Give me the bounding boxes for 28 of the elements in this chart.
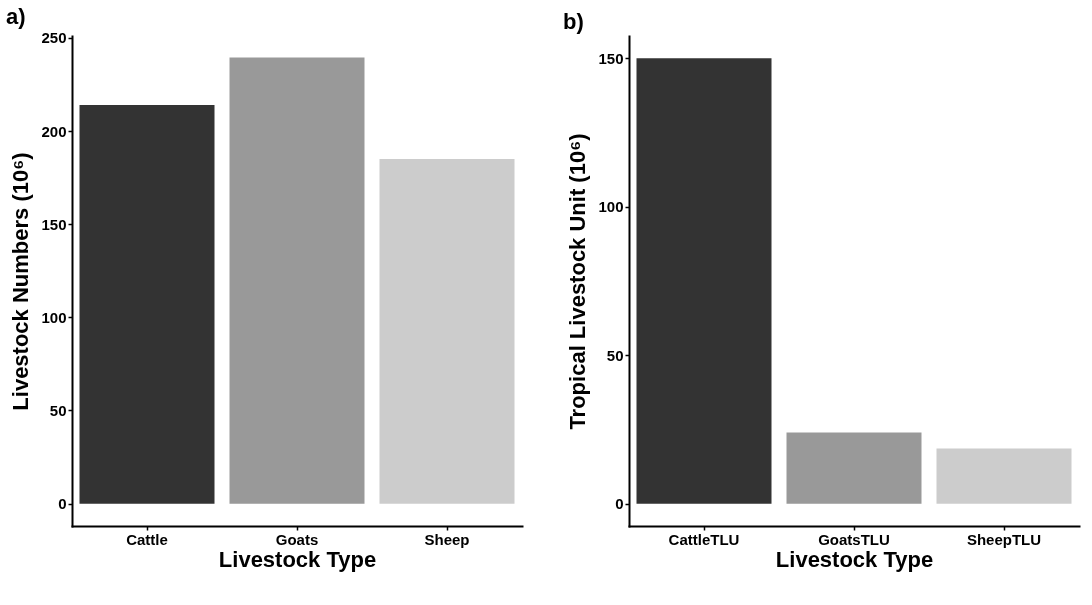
bar <box>79 104 215 504</box>
x-axis-title: Livestock Type <box>218 546 377 572</box>
bar <box>636 58 772 504</box>
bar <box>229 57 365 504</box>
x-tick-label: Sheep <box>424 530 470 548</box>
y-tick-label: 0 <box>58 495 67 513</box>
y-tick-label: 200 <box>41 122 67 140</box>
bar <box>379 158 515 504</box>
y-tick-label: 250 <box>41 29 67 47</box>
x-tick-label: SheepTLU <box>966 530 1042 548</box>
y-axis-title: Livestock Numbers (10⁶) <box>8 152 34 411</box>
y-tick-label: 150 <box>598 49 624 67</box>
y-tick-label: 50 <box>49 401 67 419</box>
chart-title: b) <box>562 9 584 34</box>
bar <box>786 432 922 504</box>
x-axis-title: Livestock Type <box>775 546 934 572</box>
y-tick-label: 0 <box>615 495 624 513</box>
x-tick-label: Cattle <box>126 530 168 548</box>
bar <box>936 448 1072 504</box>
x-tick-label: CattleTLU <box>668 530 740 548</box>
y-tick-label: 50 <box>606 346 624 364</box>
y-tick-label: 150 <box>41 215 67 233</box>
x-tick-label: GoatsTLU <box>818 530 890 548</box>
x-tick-label: Goats <box>275 530 319 548</box>
y-axis-title: Tropical Livestock Unit (10⁶) <box>565 133 591 430</box>
y-tick-label: 100 <box>41 308 67 326</box>
y-tick-label: 100 <box>598 198 624 216</box>
chart-title: a) <box>5 3 26 29</box>
